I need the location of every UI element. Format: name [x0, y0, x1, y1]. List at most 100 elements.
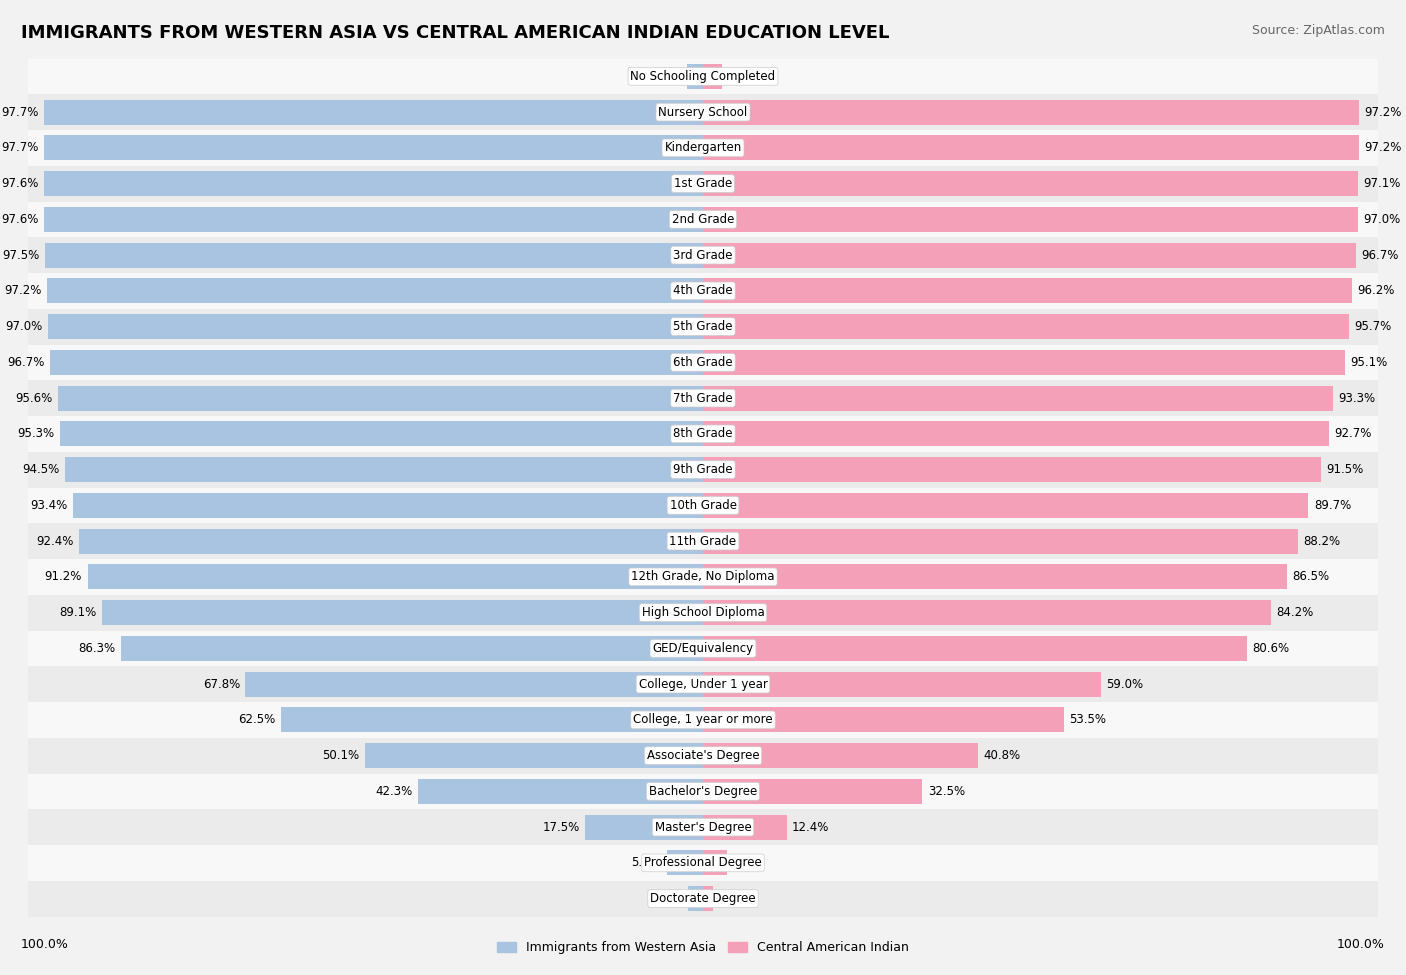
Bar [28, 880, 1378, 916]
Text: 9th Grade: 9th Grade [673, 463, 733, 476]
Text: 80.6%: 80.6% [1253, 642, 1289, 655]
Bar [688, 64, 703, 89]
Text: 2nd Grade: 2nd Grade [672, 213, 734, 226]
Text: 7th Grade: 7th Grade [673, 392, 733, 405]
Text: 5th Grade: 5th Grade [673, 320, 733, 333]
Text: 94.5%: 94.5% [22, 463, 60, 476]
Text: Master's Degree: Master's Degree [655, 821, 751, 834]
Text: 95.1%: 95.1% [1350, 356, 1388, 369]
Bar [44, 136, 703, 160]
Bar [703, 350, 1344, 374]
Bar [418, 779, 703, 803]
Text: No Schooling Completed: No Schooling Completed [630, 70, 776, 83]
Text: Nursery School: Nursery School [658, 105, 748, 119]
Text: 89.1%: 89.1% [59, 606, 96, 619]
Bar [703, 279, 1353, 303]
Bar [28, 559, 1378, 595]
Text: 3.6%: 3.6% [733, 856, 762, 870]
Bar [666, 850, 703, 876]
Bar [79, 528, 703, 554]
Bar [703, 528, 1298, 554]
Text: 92.4%: 92.4% [37, 534, 75, 548]
Text: Bachelor's Degree: Bachelor's Degree [650, 785, 756, 798]
Bar [688, 886, 703, 911]
Text: 1.5%: 1.5% [718, 892, 748, 905]
Bar [28, 130, 1378, 166]
Bar [28, 595, 1378, 631]
Bar [703, 636, 1247, 661]
Text: 89.7%: 89.7% [1313, 499, 1351, 512]
Text: 97.2%: 97.2% [1364, 141, 1402, 154]
Bar [703, 207, 1358, 232]
Bar [28, 451, 1378, 488]
Text: 40.8%: 40.8% [984, 749, 1021, 762]
Bar [703, 457, 1320, 482]
Bar [703, 136, 1360, 160]
Text: GED/Equivalency: GED/Equivalency [652, 642, 754, 655]
Text: 95.3%: 95.3% [17, 427, 55, 441]
Text: 86.5%: 86.5% [1292, 570, 1329, 583]
Bar [703, 743, 979, 768]
Text: 97.6%: 97.6% [1, 213, 39, 226]
Bar [28, 273, 1378, 309]
Text: 92.7%: 92.7% [1334, 427, 1371, 441]
Bar [703, 672, 1101, 696]
Text: 53.5%: 53.5% [1070, 714, 1107, 726]
Bar [46, 279, 703, 303]
Bar [703, 814, 787, 839]
Bar [281, 708, 703, 732]
Text: Source: ZipAtlas.com: Source: ZipAtlas.com [1251, 24, 1385, 37]
Text: 97.2%: 97.2% [1364, 105, 1402, 119]
Bar [703, 850, 727, 876]
Bar [45, 207, 703, 232]
Text: 100.0%: 100.0% [1337, 938, 1385, 951]
Bar [28, 524, 1378, 559]
Bar [28, 202, 1378, 237]
Text: 93.4%: 93.4% [30, 499, 67, 512]
Text: 50.1%: 50.1% [322, 749, 360, 762]
Bar [703, 385, 1333, 410]
Bar [73, 493, 703, 518]
Text: 11th Grade: 11th Grade [669, 534, 737, 548]
Bar [703, 886, 713, 911]
Bar [28, 666, 1378, 702]
Bar [28, 773, 1378, 809]
Legend: Immigrants from Western Asia, Central American Indian: Immigrants from Western Asia, Central Am… [492, 936, 914, 959]
Text: 95.6%: 95.6% [15, 392, 52, 405]
Text: 62.5%: 62.5% [239, 714, 276, 726]
Bar [121, 636, 703, 661]
Bar [28, 380, 1378, 416]
Text: 96.2%: 96.2% [1358, 285, 1395, 297]
Bar [28, 309, 1378, 344]
Bar [28, 416, 1378, 451]
Text: 6th Grade: 6th Grade [673, 356, 733, 369]
Text: IMMIGRANTS FROM WESTERN ASIA VS CENTRAL AMERICAN INDIAN EDUCATION LEVEL: IMMIGRANTS FROM WESTERN ASIA VS CENTRAL … [21, 24, 890, 42]
Text: 32.5%: 32.5% [928, 785, 965, 798]
Bar [48, 314, 703, 339]
Bar [703, 601, 1271, 625]
Bar [51, 350, 703, 374]
Text: 96.7%: 96.7% [1361, 249, 1399, 261]
Text: Kindergarten: Kindergarten [665, 141, 741, 154]
Text: 93.3%: 93.3% [1339, 392, 1375, 405]
Bar [101, 601, 703, 625]
Bar [703, 243, 1355, 267]
Bar [366, 743, 703, 768]
Bar [60, 421, 703, 447]
Text: 67.8%: 67.8% [202, 678, 240, 690]
Text: 5.4%: 5.4% [631, 856, 661, 870]
Bar [28, 58, 1378, 95]
Text: 97.7%: 97.7% [1, 141, 38, 154]
Text: 59.0%: 59.0% [1107, 678, 1143, 690]
Text: 97.5%: 97.5% [3, 249, 39, 261]
Bar [45, 243, 703, 267]
Bar [28, 344, 1378, 380]
Text: 10th Grade: 10th Grade [669, 499, 737, 512]
Text: 97.7%: 97.7% [1, 105, 38, 119]
Bar [28, 702, 1378, 738]
Text: 12th Grade, No Diploma: 12th Grade, No Diploma [631, 570, 775, 583]
Bar [87, 565, 703, 589]
Text: 97.6%: 97.6% [1, 177, 39, 190]
Bar [28, 845, 1378, 880]
Bar [703, 708, 1064, 732]
